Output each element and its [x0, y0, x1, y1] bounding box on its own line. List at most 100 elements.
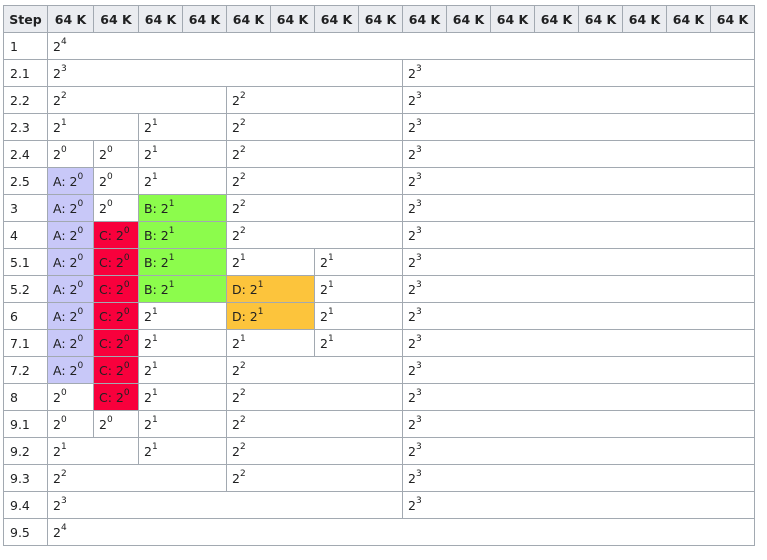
exponent: 4	[60, 37, 67, 48]
free-block-cell: 24	[47, 32, 755, 60]
exponent: 1	[327, 334, 334, 345]
free-block-cell: 20	[93, 140, 139, 168]
allocated-block-cell: A: 20	[47, 302, 94, 330]
step-cell: 2.4	[3, 140, 48, 168]
step-cell: 9.5	[3, 518, 48, 546]
free-block-cell: 23	[402, 140, 755, 168]
exponent: 0	[123, 280, 130, 291]
allocated-block-cell: C: 20	[93, 383, 139, 411]
exponent: 1	[168, 226, 175, 237]
exponent: 3	[415, 442, 422, 453]
allocated-block-cell: C: 20	[93, 275, 139, 303]
exponent: 1	[151, 361, 158, 372]
block-column-header: 64 K	[534, 5, 579, 33]
table-row: 2.4 20 20 21 22 23	[3, 140, 755, 168]
exponent: 0	[123, 253, 130, 264]
step-cell: 4	[3, 221, 48, 249]
exponent: 3	[415, 496, 422, 507]
exponent: 1	[151, 415, 158, 426]
free-block-cell: 23	[402, 194, 755, 222]
exponent: 1	[239, 253, 246, 264]
allocated-block-cell: C: 20	[93, 356, 139, 384]
free-block-cell: 23	[402, 113, 755, 141]
free-block-cell: 21	[314, 302, 403, 330]
exponent: 2	[239, 415, 246, 426]
free-block-cell: 23	[402, 167, 755, 195]
free-block-cell: 23	[402, 59, 755, 87]
free-block-cell: 20	[47, 383, 94, 411]
free-block-cell: 23	[402, 464, 755, 492]
free-block-cell: 23	[402, 410, 755, 438]
exponent: 3	[415, 334, 422, 345]
exponent: 3	[415, 253, 422, 264]
exponent: 1	[257, 307, 264, 318]
block-column-header: 64 K	[314, 5, 359, 33]
exponent: 0	[77, 307, 84, 318]
free-block-cell: 23	[402, 356, 755, 384]
free-block-cell: 22	[226, 140, 403, 168]
exponent: 1	[151, 388, 158, 399]
step-cell: 9.3	[3, 464, 48, 492]
allocated-block-cell: A: 20	[47, 248, 94, 276]
exponent: 2	[239, 118, 246, 129]
buddy-allocation-table: Step 64 K 64 K 64 K 64 K 64 K 64 K 64 K 64 K 64 K…	[3, 5, 755, 546]
exponent: 1	[168, 199, 175, 210]
allocated-block-cell: A: 20	[47, 221, 94, 249]
table-row: 5.1 A: 20 C: 20 B: 21 21 21 23	[3, 248, 755, 276]
exponent: 2	[60, 91, 67, 102]
exponent: 3	[415, 91, 422, 102]
step-column-header: Step	[3, 5, 48, 33]
exponent: 3	[415, 307, 422, 318]
exponent: 1	[327, 307, 334, 318]
block-column-header: 64 K	[270, 5, 315, 33]
free-block-cell: 21	[138, 329, 227, 357]
exponent: 1	[60, 118, 67, 129]
allocated-block-cell: A: 20	[47, 275, 94, 303]
free-block-cell: 22	[226, 221, 403, 249]
exponent: 0	[77, 226, 84, 237]
block-column-header: 64 K	[47, 5, 94, 33]
free-block-cell: 21	[314, 329, 403, 357]
table-row: 6 A: 20 C: 20 21 D: 21 21 23	[3, 302, 755, 330]
free-block-cell: 24	[47, 518, 755, 546]
exponent: 2	[239, 199, 246, 210]
allocated-block-cell: B: 21	[138, 275, 227, 303]
free-block-cell: 23	[402, 221, 755, 249]
exponent: 1	[151, 334, 158, 345]
exponent: 0	[60, 145, 67, 156]
table-row: 9.3 22 22 23	[3, 464, 755, 492]
table-row: 2.3 21 21 22 23	[3, 113, 755, 141]
step-cell: 3	[3, 194, 48, 222]
free-block-cell: 23	[47, 491, 403, 519]
block-column-header: 64 K	[710, 5, 755, 33]
free-block-cell: 21	[226, 329, 315, 357]
step-cell: 9.4	[3, 491, 48, 519]
free-block-cell: 21	[138, 302, 227, 330]
block-column-header: 64 K	[402, 5, 447, 33]
exponent: 3	[415, 199, 422, 210]
step-cell: 9.1	[3, 410, 48, 438]
exponent: 0	[77, 172, 84, 183]
free-block-cell: 22	[226, 86, 403, 114]
exponent: 0	[77, 280, 84, 291]
allocated-block-cell: C: 20	[93, 248, 139, 276]
free-block-cell: 20	[47, 140, 94, 168]
exponent: 0	[60, 415, 67, 426]
table-row: 2.1 23 23	[3, 59, 755, 87]
table-row: 1 24	[3, 32, 755, 60]
allocated-block-cell: B: 21	[138, 194, 227, 222]
block-column-header: 64 K	[93, 5, 139, 33]
free-block-cell: 23	[402, 248, 755, 276]
allocated-block-cell: D: 21	[226, 275, 315, 303]
exponent: 0	[77, 334, 84, 345]
free-block-cell: 23	[47, 59, 403, 87]
exponent: 3	[415, 172, 422, 183]
exponent: 2	[239, 442, 246, 453]
free-block-cell: 22	[226, 167, 403, 195]
step-cell: 7.1	[3, 329, 48, 357]
free-block-cell: 20	[93, 167, 139, 195]
step-cell: 7.2	[3, 356, 48, 384]
exponent: 1	[327, 280, 334, 291]
table-row: 9.5 24	[3, 518, 755, 546]
exponent: 2	[239, 145, 246, 156]
